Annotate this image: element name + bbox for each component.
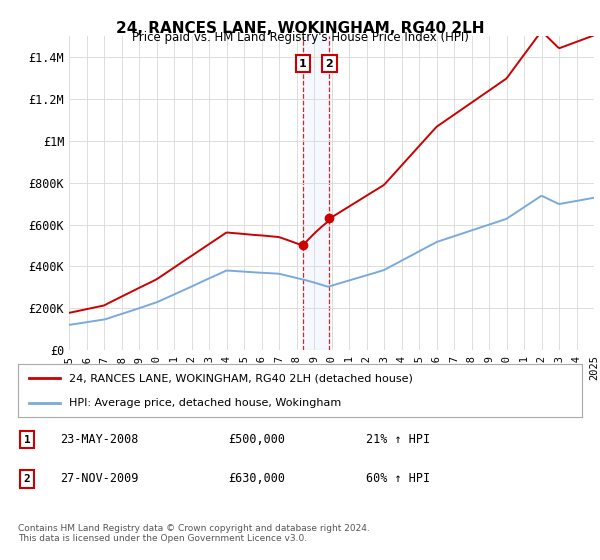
Text: 2: 2	[23, 474, 31, 484]
Text: HPI: Average price, detached house, Wokingham: HPI: Average price, detached house, Woki…	[69, 398, 341, 408]
Text: 21% ↑ HPI: 21% ↑ HPI	[366, 433, 430, 446]
Text: 1: 1	[299, 59, 307, 68]
Text: 24, RANCES LANE, WOKINGHAM, RG40 2LH: 24, RANCES LANE, WOKINGHAM, RG40 2LH	[116, 21, 484, 36]
Text: Contains HM Land Registry data © Crown copyright and database right 2024.
This d: Contains HM Land Registry data © Crown c…	[18, 524, 370, 543]
Text: 23-MAY-2008: 23-MAY-2008	[60, 433, 139, 446]
Text: 60% ↑ HPI: 60% ↑ HPI	[366, 472, 430, 486]
Text: 2: 2	[326, 59, 333, 68]
Text: 24, RANCES LANE, WOKINGHAM, RG40 2LH (detached house): 24, RANCES LANE, WOKINGHAM, RG40 2LH (de…	[69, 374, 413, 384]
Text: £630,000: £630,000	[228, 472, 285, 486]
Bar	[303, 36, 329, 350]
Text: 27-NOV-2009: 27-NOV-2009	[60, 472, 139, 486]
Text: 1: 1	[23, 435, 31, 445]
Text: £500,000: £500,000	[228, 433, 285, 446]
Text: Price paid vs. HM Land Registry's House Price Index (HPI): Price paid vs. HM Land Registry's House …	[131, 31, 469, 44]
